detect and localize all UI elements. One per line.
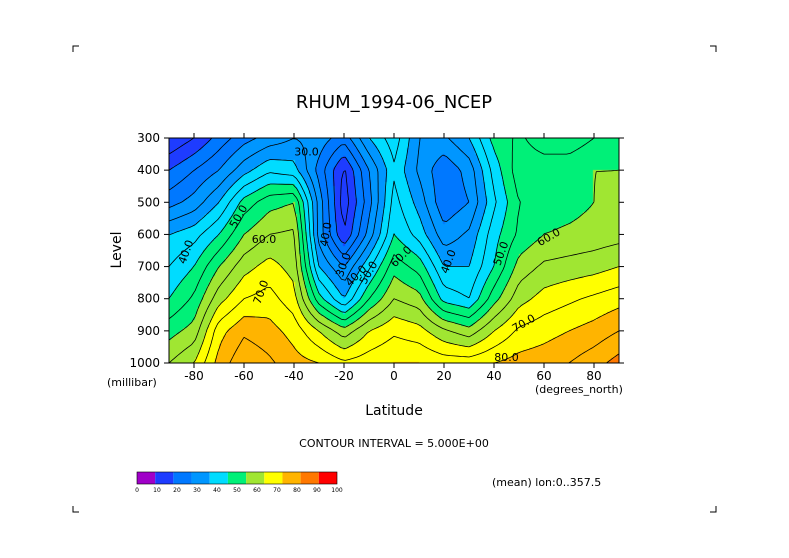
contour-line-30 xyxy=(169,138,470,266)
y-tick-label: 900 xyxy=(137,324,160,338)
plot-area: 30.040.050.060.070.040.030.040.050.060.0… xyxy=(169,138,619,364)
y-tick-label: 1000 xyxy=(129,356,160,370)
rhum-field xyxy=(169,138,619,363)
y-tick-label: 800 xyxy=(137,292,160,306)
x-axis-title: Latitude xyxy=(365,403,423,419)
colorbar-tick-label: 60 xyxy=(253,487,261,494)
colorbar-swatch xyxy=(173,472,192,484)
contour-label: 80.0 xyxy=(494,351,519,364)
colorbar-tick-label: 0 xyxy=(135,487,139,494)
colorbar-tick-label: 70 xyxy=(273,487,281,494)
colorbar-swatch xyxy=(227,472,247,484)
footnote-label: (mean) lon:0..357.5 xyxy=(492,476,601,489)
contour-line-45 xyxy=(169,138,497,306)
colorbar-tick-label: 10 xyxy=(153,487,161,494)
colorbar-tick-label: 80 xyxy=(293,487,301,494)
y-tick-label: 600 xyxy=(137,227,160,241)
contour-label: 30.0 xyxy=(294,145,319,158)
colorbar-tick-label: 40 xyxy=(213,487,221,494)
x-tick-label: -40 xyxy=(284,369,304,383)
contour-line-25 xyxy=(169,138,365,255)
contour-line-90 xyxy=(606,353,619,363)
contour-line-35 xyxy=(169,138,479,281)
y-tick-label: 300 xyxy=(137,131,160,145)
contour-line-75 xyxy=(204,286,619,363)
x-tick-label: -60 xyxy=(234,369,254,383)
x-tick-label: -20 xyxy=(334,369,354,383)
colorbar-swatch xyxy=(191,472,210,484)
y-unit-label: (millibar) xyxy=(107,376,157,389)
contour-line-85 xyxy=(229,330,619,363)
colorbar-swatch xyxy=(282,472,301,484)
contour-line-20 xyxy=(169,138,357,244)
colorbar-swatch xyxy=(155,472,174,484)
y-axis: 300 400 500 600 700 800 900 1000 xyxy=(129,131,624,370)
colorbar-tick-label: 50 xyxy=(233,487,241,494)
x-unit-label: (degrees_north) xyxy=(535,383,623,396)
x-tick-label: 60 xyxy=(536,369,551,383)
colorbar-swatch xyxy=(264,472,283,484)
contour-line-80 xyxy=(214,307,619,363)
colorbar-tick-label: 100 xyxy=(331,487,343,494)
y-tick-label: 400 xyxy=(137,163,160,177)
contour-label: 40.0 xyxy=(317,221,334,247)
x-tick-label: 0 xyxy=(390,369,398,383)
contour-line-55 xyxy=(169,138,595,321)
colorbar-swatch xyxy=(137,472,156,484)
colorbar-tick-label: 90 xyxy=(313,487,321,494)
colorbar-tick-label: 20 xyxy=(173,487,181,494)
colorbar-swatch xyxy=(209,472,228,484)
y-axis-title: Level xyxy=(109,232,125,269)
x-tick-label: 20 xyxy=(436,369,451,383)
contour-line-50 xyxy=(169,138,508,313)
colorbar: 0 10 20 30 40 50 60 70 80 90 100 xyxy=(135,471,343,494)
x-tick-label: 40 xyxy=(486,369,501,383)
corner-marks xyxy=(72,45,717,513)
contour-line-15 xyxy=(169,138,349,226)
colorbar-frame xyxy=(136,471,338,485)
chart-title: RHUM_1994-06_NCEP xyxy=(296,92,492,113)
contour-label: 60.0 xyxy=(252,233,277,246)
contour-line-70 xyxy=(192,257,619,363)
contour-line-40 xyxy=(169,138,488,297)
x-tick-label: 80 xyxy=(586,369,601,383)
colorbar-swatch xyxy=(300,472,319,484)
colorbar-swatch xyxy=(318,472,337,484)
contour-line-60 xyxy=(169,169,619,341)
contour-line-65 xyxy=(169,229,619,363)
colorbar-tick-label: 30 xyxy=(193,487,201,494)
y-tick-label: 500 xyxy=(137,195,160,209)
colorbar-swatch xyxy=(246,472,265,484)
contour-interval-label: CONTOUR INTERVAL = 5.000E+00 xyxy=(299,437,489,450)
x-axis: -80 -60 -40 -20 0 20 40 60 80 xyxy=(184,133,602,383)
y-tick-label: 700 xyxy=(137,260,160,274)
x-tick-label: -80 xyxy=(184,369,204,383)
